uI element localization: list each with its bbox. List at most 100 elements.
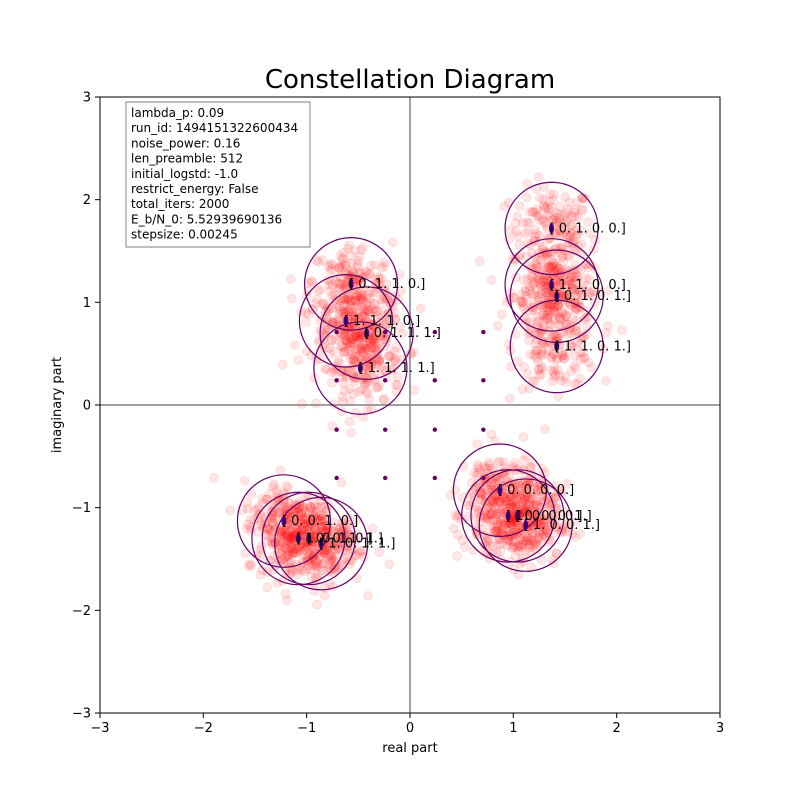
noise-point bbox=[576, 290, 587, 300]
noise-point bbox=[315, 284, 326, 295]
noise-point bbox=[556, 277, 567, 287]
info-box-line: total_iters: 2000 bbox=[131, 197, 229, 211]
noise-point bbox=[452, 551, 463, 561]
noise-point bbox=[360, 368, 371, 378]
noise-point bbox=[567, 283, 578, 294]
noise-point bbox=[576, 239, 587, 250]
noise-point bbox=[513, 231, 523, 241]
noise-point bbox=[472, 439, 483, 450]
noise-point bbox=[352, 255, 363, 266]
constellation-label: [ 1. 1. 0. 1.] bbox=[555, 339, 631, 354]
noise-point bbox=[558, 288, 569, 299]
noise-point bbox=[552, 353, 562, 363]
noise-point bbox=[544, 263, 555, 274]
noise-point bbox=[559, 353, 569, 364]
noise-point bbox=[518, 218, 528, 229]
noise-point bbox=[334, 262, 344, 273]
x-tick-label: −2 bbox=[194, 721, 213, 736]
noise-point bbox=[566, 271, 576, 282]
noise-point bbox=[537, 276, 548, 287]
noise-point bbox=[567, 219, 578, 230]
noise-point bbox=[552, 266, 562, 276]
noise-point bbox=[486, 429, 497, 440]
noise-point bbox=[262, 536, 273, 546]
noise-point bbox=[524, 285, 535, 296]
noise-point bbox=[554, 370, 565, 381]
noise-point bbox=[379, 257, 390, 268]
noise-point bbox=[331, 277, 342, 288]
noise-point bbox=[326, 264, 337, 274]
noise-point bbox=[325, 265, 336, 276]
noise-point bbox=[348, 338, 359, 349]
reference-point bbox=[481, 427, 486, 432]
noise-point bbox=[371, 382, 382, 393]
noise-point bbox=[521, 451, 531, 462]
noise-point bbox=[510, 253, 521, 264]
noise-point bbox=[552, 300, 563, 311]
noise-point bbox=[514, 540, 524, 551]
chart-title: Constellation Diagram bbox=[265, 65, 555, 95]
noise-point bbox=[504, 393, 515, 404]
noise-point bbox=[347, 334, 358, 345]
noise-point bbox=[544, 211, 555, 222]
noise-point bbox=[529, 289, 539, 300]
noise-point bbox=[541, 302, 552, 313]
noise-point bbox=[315, 562, 326, 573]
noise-point bbox=[246, 560, 257, 571]
info-box-line: noise_power: 0.16 bbox=[131, 136, 240, 150]
noise-point bbox=[344, 341, 355, 352]
plot-area: [ 0. 1. 0. 0.][ 1. 1. 0. 0.][ 0. 1. 0. 1… bbox=[100, 97, 720, 713]
noise-point bbox=[512, 211, 523, 222]
noise-point bbox=[528, 536, 538, 547]
noise-point bbox=[369, 259, 380, 270]
noise-point bbox=[286, 293, 297, 304]
noise-point bbox=[342, 243, 353, 254]
noise-point bbox=[557, 251, 568, 262]
noise-point bbox=[268, 479, 279, 490]
noise-point bbox=[335, 332, 346, 343]
noise-point bbox=[353, 335, 364, 345]
noise-point bbox=[564, 276, 574, 287]
noise-point bbox=[387, 237, 398, 248]
constellation-label: [ 1. 0. 0. 1.] bbox=[524, 518, 600, 533]
noise-point bbox=[359, 377, 370, 388]
reference-point bbox=[481, 329, 486, 335]
noise-point bbox=[381, 319, 392, 330]
noise-point bbox=[358, 311, 369, 322]
noise-point bbox=[548, 558, 559, 569]
noise-point bbox=[561, 311, 572, 322]
noise-point bbox=[557, 351, 567, 361]
x-tick-label: 3 bbox=[716, 721, 724, 736]
noise-point bbox=[531, 258, 541, 269]
info-box-line: lambda_p: 0.09 bbox=[131, 106, 224, 120]
noise-point bbox=[545, 318, 555, 329]
noise-point bbox=[492, 320, 503, 331]
noise-point bbox=[528, 207, 539, 217]
noise-point bbox=[311, 255, 322, 266]
noise-point bbox=[353, 261, 364, 272]
noise-point bbox=[368, 304, 379, 315]
noise-point bbox=[350, 245, 361, 256]
noise-point bbox=[526, 270, 537, 281]
noise-point bbox=[544, 301, 554, 312]
noise-point bbox=[567, 279, 577, 290]
noise-point bbox=[558, 256, 569, 267]
noise-point bbox=[361, 304, 372, 315]
noise-point bbox=[565, 273, 576, 284]
noise-point bbox=[546, 254, 557, 265]
noise-point bbox=[556, 375, 567, 386]
noise-point bbox=[546, 353, 557, 364]
noise-point bbox=[554, 201, 565, 212]
noise-point bbox=[360, 343, 371, 354]
noise-point bbox=[550, 369, 561, 380]
noise-point bbox=[554, 263, 565, 274]
noise-point bbox=[357, 242, 368, 252]
noise-point bbox=[533, 210, 543, 221]
noise-point bbox=[472, 459, 483, 470]
noise-point bbox=[575, 347, 586, 358]
noise-point bbox=[517, 298, 528, 308]
noise-point bbox=[570, 291, 581, 302]
noise-point bbox=[371, 329, 382, 340]
noise-point bbox=[342, 305, 353, 316]
y-tick-label: 1 bbox=[83, 296, 91, 311]
